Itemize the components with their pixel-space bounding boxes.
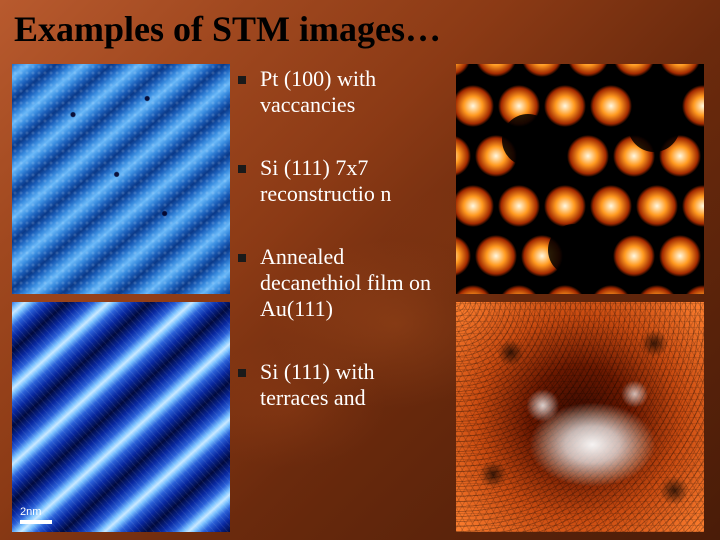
bullet-item: Si (111) 7x7 reconstructio n: [238, 155, 448, 208]
bullet-marker-icon: [238, 165, 246, 173]
bullet-item: Annealed decanethiol film on Au(111): [238, 244, 448, 323]
scale-bar: [20, 520, 52, 524]
bullet-text: Pt (100) with vaccancies: [260, 66, 448, 119]
bullet-item: Pt (100) with vaccancies: [238, 66, 448, 119]
bullet-marker-icon: [238, 369, 246, 377]
stm-image-blue-stripes: 2nm: [12, 302, 230, 532]
left-image-column: 2nm: [12, 64, 230, 540]
stm-image-pt100: [12, 64, 230, 294]
bullet-marker-icon: [238, 254, 246, 262]
bullet-column: Pt (100) with vaccancies Si (111) 7x7 re…: [238, 64, 448, 540]
right-image-column: [456, 64, 704, 540]
bullet-text: Si (111) with terraces and: [260, 359, 448, 412]
bullet-marker-icon: [238, 76, 246, 84]
si7x7-svg: [456, 64, 704, 294]
stm-image-decanethiol: [456, 302, 704, 532]
slide-title: Examples of STM images…: [14, 8, 441, 50]
scale-bar-label: 2nm: [20, 506, 41, 518]
bullet-text: Annealed decanethiol film on Au(111): [260, 244, 448, 323]
slide: Examples of STM images… 2nm Pt (100) wit…: [0, 0, 720, 540]
bullet-item: Si (111) with terraces and: [238, 359, 448, 412]
content-row: 2nm Pt (100) with vaccancies Si (111) 7x…: [12, 64, 708, 540]
bullet-text: Si (111) 7x7 reconstructio n: [260, 155, 448, 208]
stm-image-si111-7x7: [456, 64, 704, 294]
